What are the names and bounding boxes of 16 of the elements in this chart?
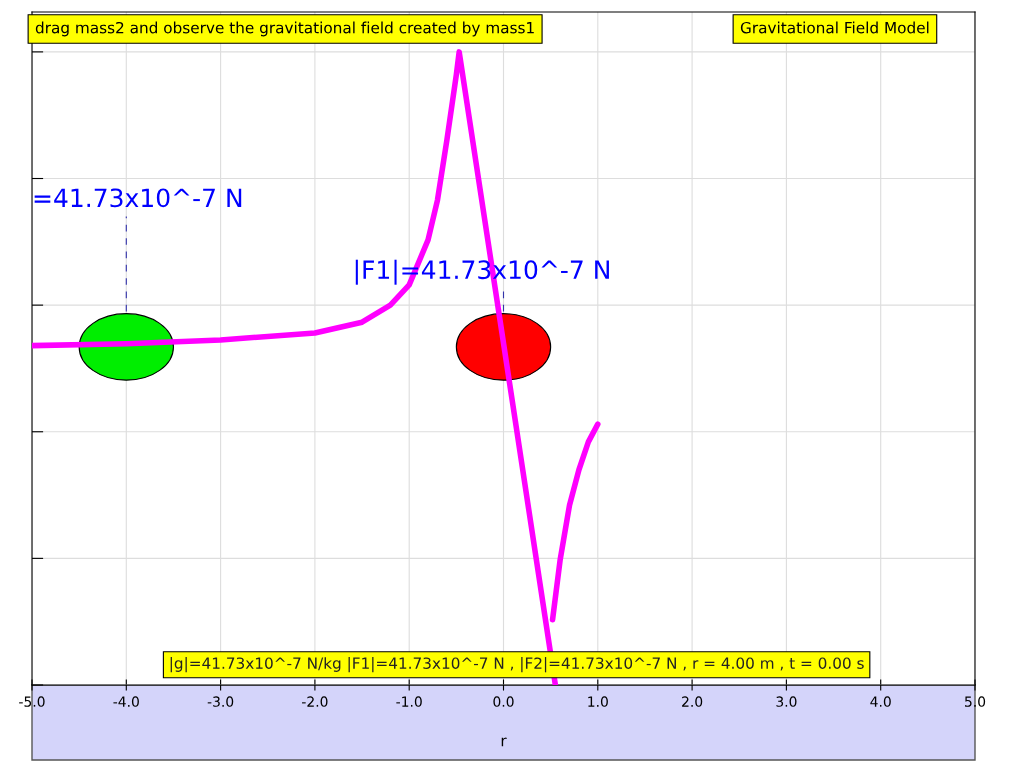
x-tick-label: 5.0 [965,696,986,707]
x-tick-label: -1.0 [396,696,422,707]
x-tick-label: 0.0 [493,696,514,707]
x-tick-label: -2.0 [302,696,328,707]
x-tick-label: 3.0 [776,696,797,707]
x-tick-label: 4.0 [870,696,891,707]
x-tick-label: -3.0 [207,696,234,707]
x-tick-label: 1.0 [588,696,608,707]
chart-subtitle: Gravitational Field Model [740,21,929,34]
x-tick-label: 2.0 [682,696,703,707]
x-tick-label: -4.0 [113,696,139,707]
chart-title: drag mass2 and observe the gravitational field created by mass1 [35,21,534,37]
x-tick-label: -5.0 [19,696,45,707]
annotation: |g|=41.73x10^-7 N/kg |F1|=41.73x10^-7 N , |F2|=41.73x10^-7 N , r = 4.00 m , t = 0.00 s [170,657,864,673]
x-axis-title: r [501,737,507,747]
annotation: =41.73x10^-7 N [34,188,242,208]
